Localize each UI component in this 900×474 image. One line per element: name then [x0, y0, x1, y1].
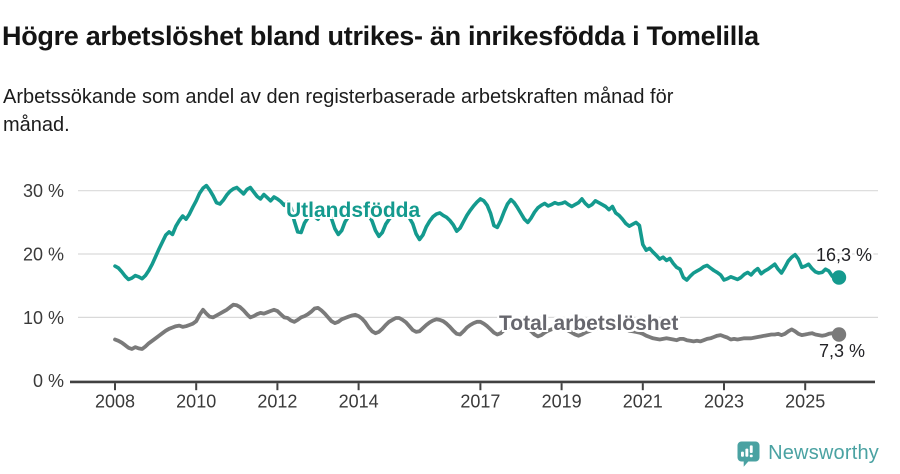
y-tick-label-10: 10 % [23, 308, 64, 328]
newsworthy-bubble-chart-icon [737, 441, 760, 467]
y-tick-label-0: 0 % [33, 371, 64, 391]
chart-title: Högre arbetslöshet bland utrikes- än inr… [2, 21, 759, 52]
x-tick-label-2017: 2017 [460, 392, 500, 412]
newsworthy-wordmark: Newsworthy [768, 442, 879, 464]
x-tick-label-2025: 2025 [785, 392, 825, 412]
end-dot-utlandsfodda [831, 270, 847, 285]
x-tick-label-2014: 2014 [339, 392, 379, 412]
line-utlandsfodda [113, 183, 841, 282]
x-tick-label-2012: 2012 [257, 392, 297, 412]
x-tick-label-2008: 2008 [95, 392, 135, 412]
y-tick-label-20: 20 % [23, 245, 64, 265]
x-tick-label-2023: 2023 [704, 392, 744, 412]
chart-subtitle: Arbetssökande som andel av den registerb… [3, 86, 674, 137]
x-tick-label-2019: 2019 [542, 392, 582, 412]
newsworthy-logo[interactable]: Newsworthy [734, 440, 879, 467]
series-label-utlandsfodda: Utlandsfödda [286, 199, 421, 222]
end-value-label-utlandsfodda: 16,3 % [816, 245, 873, 265]
x-tick-label-2010: 2010 [176, 392, 216, 412]
end-dot-total-arbetsloshet [831, 327, 847, 342]
x-tick-label-2021: 2021 [623, 392, 663, 412]
end-value-label-total-arbetsloshet: 7,3 % [819, 341, 866, 361]
y-tick-label-30: 30 % [23, 181, 64, 201]
line-total-arbetsloshet [113, 302, 841, 351]
series-label-total-arbetsloshet: Total arbetslöshet [499, 312, 679, 335]
